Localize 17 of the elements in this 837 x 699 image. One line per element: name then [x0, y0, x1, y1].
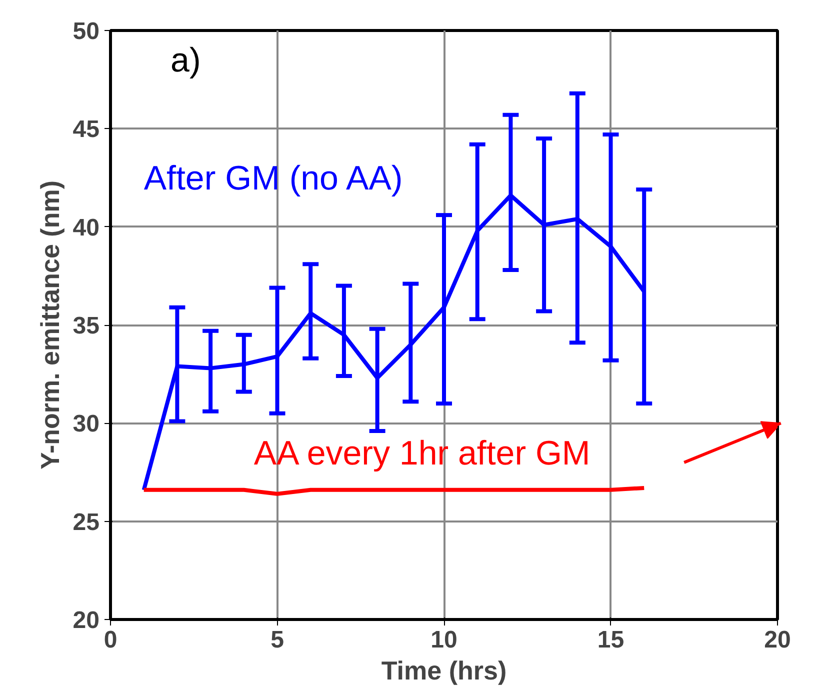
y-tick-label: 50 — [72, 18, 100, 45]
y-axis-title: Y-norm. emittance (nm) — [34, 180, 65, 470]
x-tick-label: 10 — [430, 626, 458, 654]
y-tick-label: 25 — [72, 508, 100, 536]
x-tick-label: 0 — [104, 626, 118, 654]
x-tick-label: 5 — [270, 626, 284, 654]
y-tick-label: 35 — [72, 312, 100, 340]
y-tick-label: 20 — [72, 607, 100, 634]
y-tick-label: 30 — [72, 410, 100, 438]
annotation: a) — [170, 42, 201, 80]
x-tick-label: 15 — [597, 626, 624, 654]
x-tick-label: 20 — [764, 626, 791, 654]
series-label: AA every 1hr after GM — [254, 434, 590, 472]
y-tick-label: 45 — [72, 116, 100, 144]
text: After GM (no AA) — [144, 159, 403, 198]
y-tick-label: 40 — [72, 214, 100, 242]
x-axis-title: Time (hrs) — [381, 656, 507, 686]
